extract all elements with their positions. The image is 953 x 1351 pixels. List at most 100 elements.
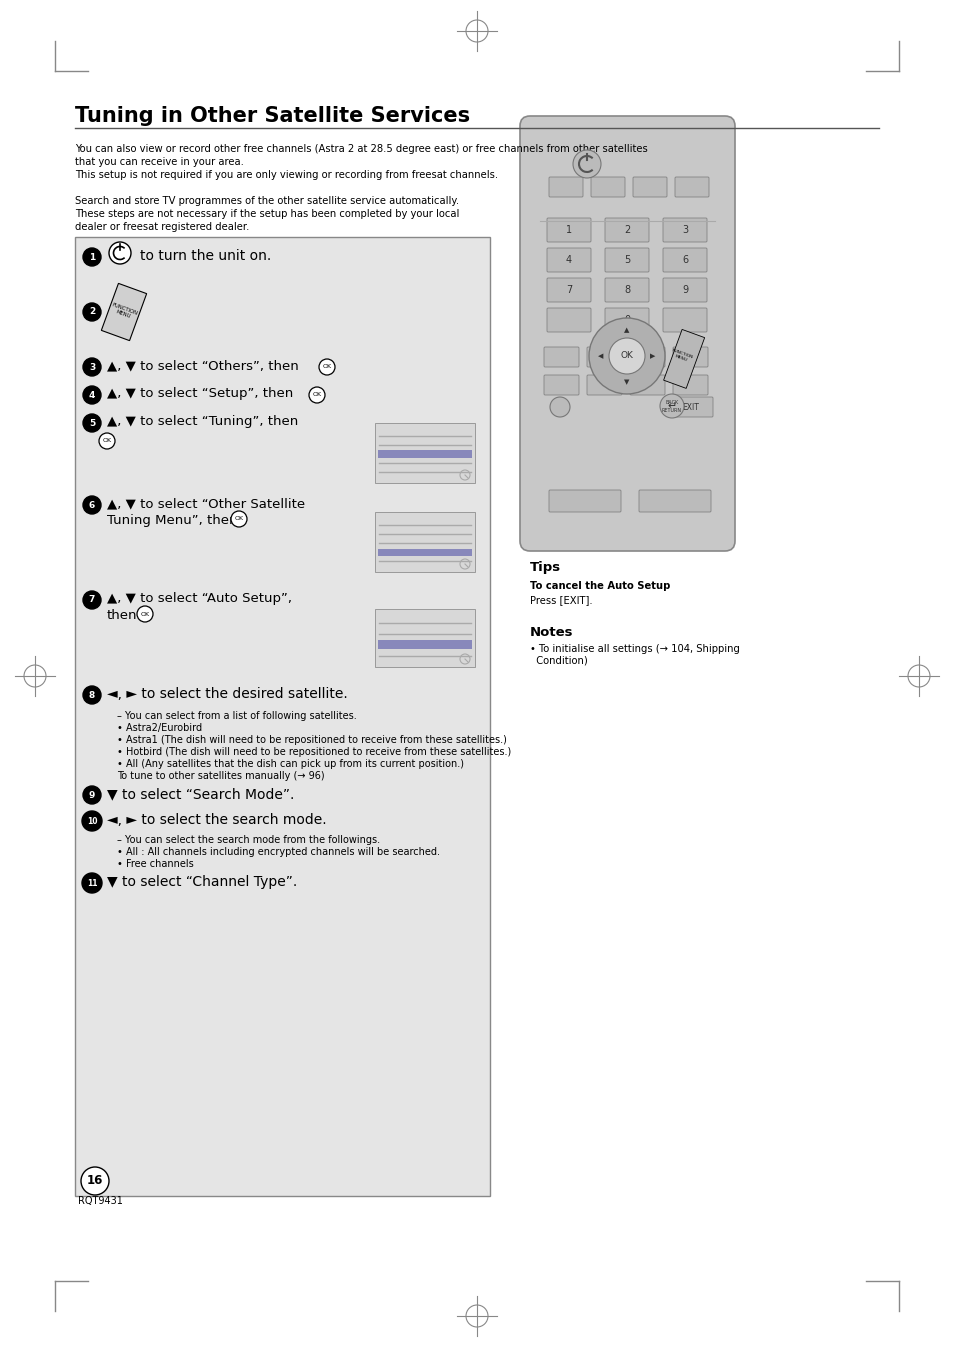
Text: dealer or freesat registered dealer.: dealer or freesat registered dealer. xyxy=(75,222,249,232)
FancyBboxPatch shape xyxy=(543,347,578,367)
Text: ▲, ▼ to select “Setup”, then: ▲, ▼ to select “Setup”, then xyxy=(107,386,293,400)
Circle shape xyxy=(550,397,569,417)
Circle shape xyxy=(83,686,101,704)
FancyBboxPatch shape xyxy=(662,308,706,332)
Text: 6: 6 xyxy=(89,500,95,509)
Circle shape xyxy=(83,590,101,609)
Circle shape xyxy=(588,317,664,394)
FancyBboxPatch shape xyxy=(663,330,704,388)
FancyBboxPatch shape xyxy=(375,609,475,667)
Text: ▲, ▼ to select “Tuning”, then: ▲, ▼ to select “Tuning”, then xyxy=(107,415,298,428)
Text: • Astra1 (The dish will need to be repositioned to receive from these satellites: • Astra1 (The dish will need to be repos… xyxy=(117,735,506,744)
Text: FUNCTION
MENU: FUNCTION MENU xyxy=(110,303,138,322)
Text: ▲, ▼ to select “Other Satellite: ▲, ▼ to select “Other Satellite xyxy=(107,497,305,509)
FancyBboxPatch shape xyxy=(546,249,590,272)
Text: RQT9431: RQT9431 xyxy=(78,1196,123,1206)
Text: ▼ to select “Channel Type”.: ▼ to select “Channel Type”. xyxy=(107,875,297,889)
Text: ◄, ► to select the search mode.: ◄, ► to select the search mode. xyxy=(107,813,326,827)
Text: • Astra2/Eurobird: • Astra2/Eurobird xyxy=(117,723,202,734)
Text: You can also view or record other free channels (Astra 2 at 28.5 degree east) or: You can also view or record other free c… xyxy=(75,145,647,154)
Text: 4: 4 xyxy=(89,390,95,400)
FancyBboxPatch shape xyxy=(377,549,472,555)
Text: Tips: Tips xyxy=(530,561,560,574)
FancyBboxPatch shape xyxy=(377,450,472,458)
FancyBboxPatch shape xyxy=(75,236,490,1196)
Text: 5: 5 xyxy=(623,255,630,265)
FancyBboxPatch shape xyxy=(639,490,710,512)
Text: ▼: ▼ xyxy=(623,380,629,385)
FancyBboxPatch shape xyxy=(546,278,590,303)
Text: 10: 10 xyxy=(87,816,97,825)
Text: that you can receive in your area.: that you can receive in your area. xyxy=(75,157,244,168)
FancyBboxPatch shape xyxy=(586,347,621,367)
FancyBboxPatch shape xyxy=(675,177,708,197)
FancyBboxPatch shape xyxy=(377,640,472,648)
Text: These steps are not necessary if the setup has been completed by your local: These steps are not necessary if the set… xyxy=(75,209,459,219)
FancyBboxPatch shape xyxy=(543,376,578,394)
Text: – You can select from a list of following satellites.: – You can select from a list of followin… xyxy=(117,711,356,721)
Circle shape xyxy=(83,249,101,266)
Text: – You can select the search mode from the followings.: – You can select the search mode from th… xyxy=(117,835,379,844)
Text: FUNCTION
MENU: FUNCTION MENU xyxy=(669,349,693,363)
Text: • All (Any satellites that the dish can pick up from its current position.): • All (Any satellites that the dish can … xyxy=(117,759,463,769)
Text: to turn the unit on.: to turn the unit on. xyxy=(140,249,271,263)
Text: OK: OK xyxy=(140,612,150,616)
Text: 11: 11 xyxy=(87,878,97,888)
Text: 7: 7 xyxy=(89,596,95,604)
FancyBboxPatch shape xyxy=(604,308,648,332)
Text: Tuning in Other Satellite Services: Tuning in Other Satellite Services xyxy=(75,105,470,126)
Text: 9: 9 xyxy=(89,790,95,800)
FancyBboxPatch shape xyxy=(604,278,648,303)
Text: 1: 1 xyxy=(565,226,572,235)
Text: OK: OK xyxy=(619,351,633,361)
Text: 3: 3 xyxy=(681,226,687,235)
Text: Press [EXIT].: Press [EXIT]. xyxy=(530,594,592,605)
FancyBboxPatch shape xyxy=(662,218,706,242)
Circle shape xyxy=(82,811,102,831)
Text: ▲: ▲ xyxy=(623,327,629,332)
Text: • Hotbird (The dish will need to be repositioned to receive from these satellite: • Hotbird (The dish will need to be repo… xyxy=(117,747,511,757)
FancyBboxPatch shape xyxy=(604,218,648,242)
FancyBboxPatch shape xyxy=(633,177,666,197)
FancyBboxPatch shape xyxy=(586,376,621,394)
Text: RETURN: RETURN xyxy=(661,408,681,412)
FancyBboxPatch shape xyxy=(375,423,475,484)
Text: 16: 16 xyxy=(87,1174,103,1188)
Circle shape xyxy=(608,338,644,374)
Text: BACK: BACK xyxy=(664,400,678,404)
Text: ▲, ▼ to select “Others”, then: ▲, ▼ to select “Others”, then xyxy=(107,359,298,372)
Text: ▶: ▶ xyxy=(650,353,655,359)
Text: 8: 8 xyxy=(623,285,629,295)
FancyBboxPatch shape xyxy=(629,347,664,367)
Circle shape xyxy=(309,386,325,403)
FancyBboxPatch shape xyxy=(672,347,707,367)
FancyBboxPatch shape xyxy=(546,218,590,242)
FancyBboxPatch shape xyxy=(101,284,147,340)
Text: • Free channels: • Free channels xyxy=(117,859,193,869)
Text: then: then xyxy=(107,609,137,621)
Text: 8: 8 xyxy=(89,690,95,700)
Circle shape xyxy=(659,394,683,417)
Text: To tune to other satellites manually (→ 96): To tune to other satellites manually (→ … xyxy=(117,771,324,781)
Circle shape xyxy=(81,1167,109,1196)
Text: EXIT: EXIT xyxy=(681,403,699,412)
Text: Notes: Notes xyxy=(530,626,573,639)
Text: To cancel the Auto Setup: To cancel the Auto Setup xyxy=(530,581,670,590)
Text: ◀: ◀ xyxy=(598,353,603,359)
Circle shape xyxy=(83,496,101,513)
FancyBboxPatch shape xyxy=(672,376,707,394)
Text: ▲, ▼ to select “Auto Setup”,: ▲, ▼ to select “Auto Setup”, xyxy=(107,592,292,605)
Circle shape xyxy=(231,511,247,527)
FancyBboxPatch shape xyxy=(375,512,475,571)
Text: Tuning Menu”, then: Tuning Menu”, then xyxy=(107,513,237,527)
Text: OK: OK xyxy=(322,365,332,370)
FancyBboxPatch shape xyxy=(548,490,620,512)
FancyBboxPatch shape xyxy=(662,278,706,303)
Circle shape xyxy=(318,359,335,376)
Text: ◄, ► to select the desired satellite.: ◄, ► to select the desired satellite. xyxy=(107,688,348,701)
Circle shape xyxy=(137,607,152,621)
FancyBboxPatch shape xyxy=(604,249,648,272)
Circle shape xyxy=(82,873,102,893)
Text: 1: 1 xyxy=(89,253,95,262)
Circle shape xyxy=(83,386,101,404)
